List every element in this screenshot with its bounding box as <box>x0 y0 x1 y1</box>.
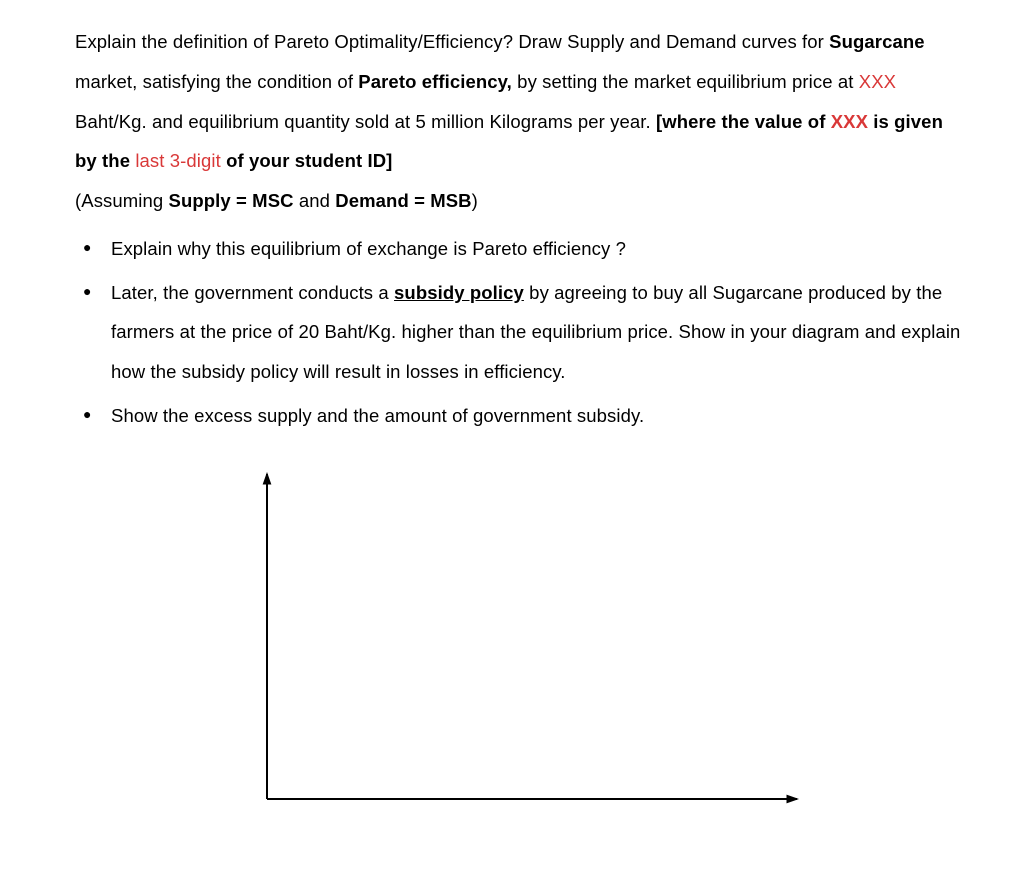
text-bold: of your student ID] <box>221 150 393 171</box>
text-segment: ) <box>472 190 478 211</box>
text-segment: by setting the market equilibrium price … <box>512 71 859 92</box>
text-bold: Supply = MSC <box>169 190 294 211</box>
list-item: Show the excess supply and the amount of… <box>83 396 969 436</box>
text-segment: and <box>294 190 336 211</box>
text-segment: Explain the definition of Pareto Optimal… <box>75 31 829 52</box>
question-intro: Explain the definition of Pareto Optimal… <box>75 22 969 221</box>
text-red-bold: XXX <box>831 111 868 132</box>
text-segment: (Assuming <box>75 190 169 211</box>
text-bold: Demand = MSB <box>335 190 471 211</box>
text-bold: [where the value of <box>656 111 831 132</box>
bullet-text: Show the excess supply and the amount of… <box>111 405 644 426</box>
list-item: Later, the government conducts a subsidy… <box>83 273 969 392</box>
text-red: XXX <box>859 71 896 92</box>
text-red: last 3-digit <box>135 150 221 171</box>
axes-diagram <box>242 464 802 819</box>
text-segment: Baht/Kg. and equilibrium quantity sold a… <box>75 111 656 132</box>
text-bold: Pareto efficiency, <box>358 71 512 92</box>
list-item: Explain why this equilibrium of exchange… <box>83 229 969 269</box>
bullet-text-bold-underline: subsidy policy <box>394 282 524 303</box>
text-segment: market, satisfying the condition of <box>75 71 358 92</box>
text-bold: Sugarcane <box>829 31 925 52</box>
bullet-text: Explain why this equilibrium of exchange… <box>111 238 626 259</box>
bullet-list: Explain why this equilibrium of exchange… <box>75 229 969 436</box>
bullet-text: Later, the government conducts a <box>111 282 394 303</box>
diagram-container <box>75 464 969 819</box>
